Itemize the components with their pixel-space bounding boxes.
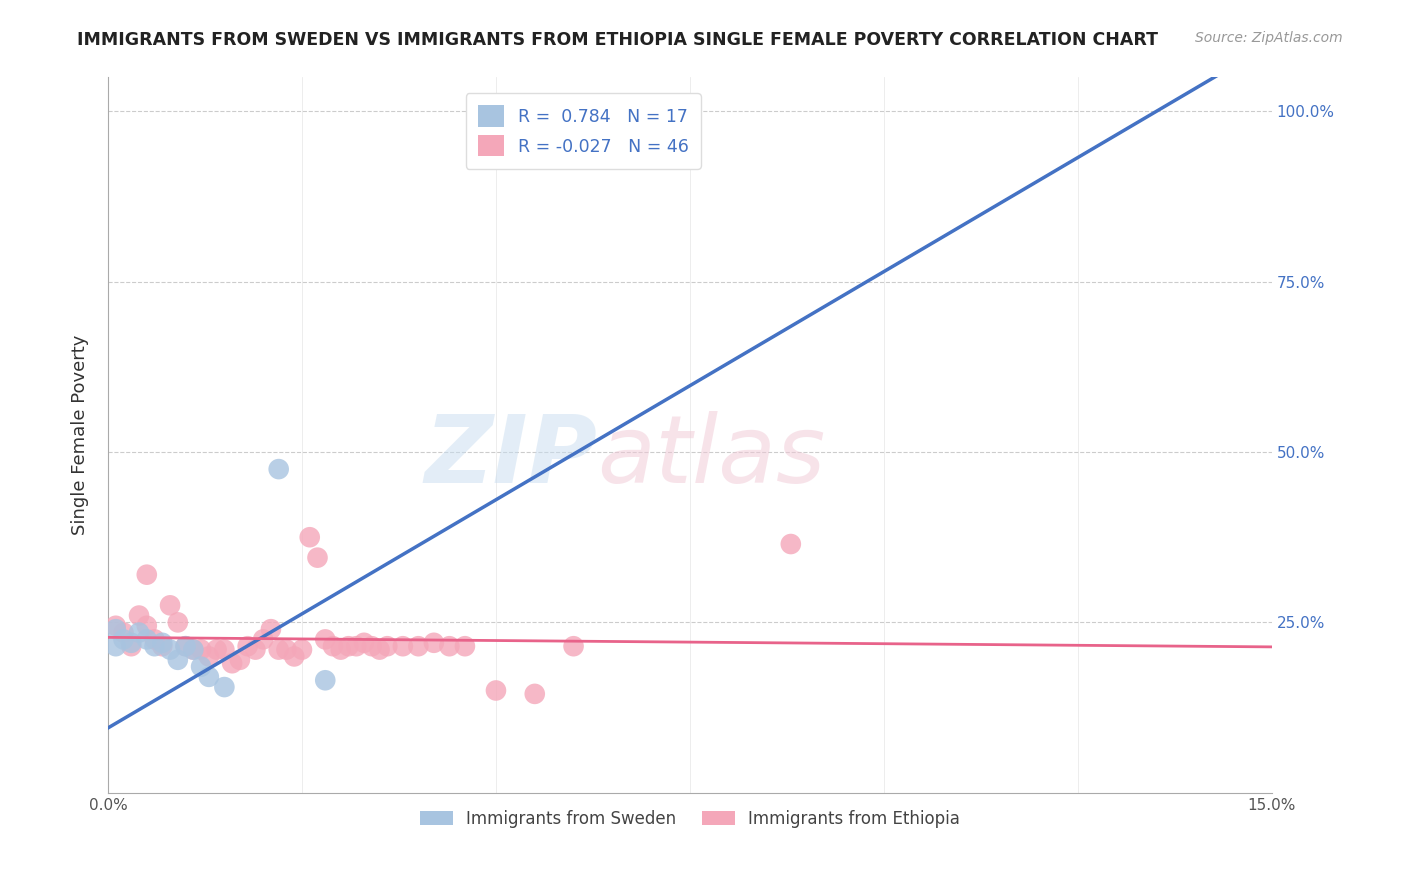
Point bbox=[166, 615, 188, 630]
Point bbox=[198, 670, 221, 684]
Point bbox=[454, 639, 477, 653]
Point bbox=[128, 625, 150, 640]
Point bbox=[260, 622, 283, 636]
Point bbox=[120, 636, 142, 650]
Point bbox=[375, 639, 398, 653]
Point bbox=[276, 642, 298, 657]
Point bbox=[236, 639, 259, 653]
Point bbox=[174, 639, 197, 653]
Point bbox=[150, 636, 173, 650]
Point bbox=[439, 639, 461, 653]
Point bbox=[368, 642, 391, 657]
Point bbox=[183, 642, 205, 657]
Point bbox=[150, 639, 173, 653]
Point bbox=[104, 622, 127, 636]
Point bbox=[314, 632, 336, 647]
Point bbox=[307, 550, 329, 565]
Text: Source: ZipAtlas.com: Source: ZipAtlas.com bbox=[1195, 31, 1343, 45]
Point bbox=[408, 639, 430, 653]
Point bbox=[283, 649, 305, 664]
Text: IMMIGRANTS FROM SWEDEN VS IMMIGRANTS FROM ETHIOPIA SINGLE FEMALE POVERTY CORRELA: IMMIGRANTS FROM SWEDEN VS IMMIGRANTS FRO… bbox=[77, 31, 1159, 49]
Point bbox=[344, 639, 367, 653]
Point bbox=[779, 537, 801, 551]
Point bbox=[485, 683, 508, 698]
Point bbox=[229, 653, 252, 667]
Point bbox=[190, 642, 212, 657]
Point bbox=[198, 649, 221, 664]
Point bbox=[128, 608, 150, 623]
Text: ZIP: ZIP bbox=[425, 410, 596, 502]
Point bbox=[166, 653, 188, 667]
Point bbox=[360, 639, 382, 653]
Point bbox=[112, 625, 135, 640]
Point bbox=[205, 642, 228, 657]
Point bbox=[337, 639, 360, 653]
Point bbox=[104, 639, 127, 653]
Point bbox=[120, 639, 142, 653]
Y-axis label: Single Female Poverty: Single Female Poverty bbox=[72, 334, 89, 535]
Point bbox=[267, 462, 290, 476]
Point bbox=[135, 632, 157, 647]
Point bbox=[329, 642, 352, 657]
Point bbox=[174, 639, 197, 653]
Point bbox=[183, 642, 205, 657]
Point bbox=[190, 659, 212, 673]
Point bbox=[159, 642, 181, 657]
Point bbox=[221, 657, 243, 671]
Point bbox=[523, 687, 546, 701]
Point bbox=[143, 632, 166, 647]
Text: atlas: atlas bbox=[596, 411, 825, 502]
Point bbox=[298, 530, 321, 544]
Point bbox=[214, 642, 236, 657]
Point bbox=[135, 619, 157, 633]
Point bbox=[159, 599, 181, 613]
Point bbox=[104, 619, 127, 633]
Point bbox=[214, 680, 236, 694]
Point bbox=[135, 567, 157, 582]
Point bbox=[322, 639, 344, 653]
Point bbox=[423, 636, 446, 650]
Point bbox=[353, 636, 375, 650]
Point bbox=[112, 632, 135, 647]
Point bbox=[245, 642, 267, 657]
Point bbox=[314, 673, 336, 688]
Point bbox=[267, 642, 290, 657]
Point bbox=[291, 642, 314, 657]
Legend: Immigrants from Sweden, Immigrants from Ethiopia: Immigrants from Sweden, Immigrants from … bbox=[413, 803, 967, 834]
Point bbox=[562, 639, 585, 653]
Point bbox=[252, 632, 274, 647]
Point bbox=[143, 639, 166, 653]
Point bbox=[392, 639, 415, 653]
